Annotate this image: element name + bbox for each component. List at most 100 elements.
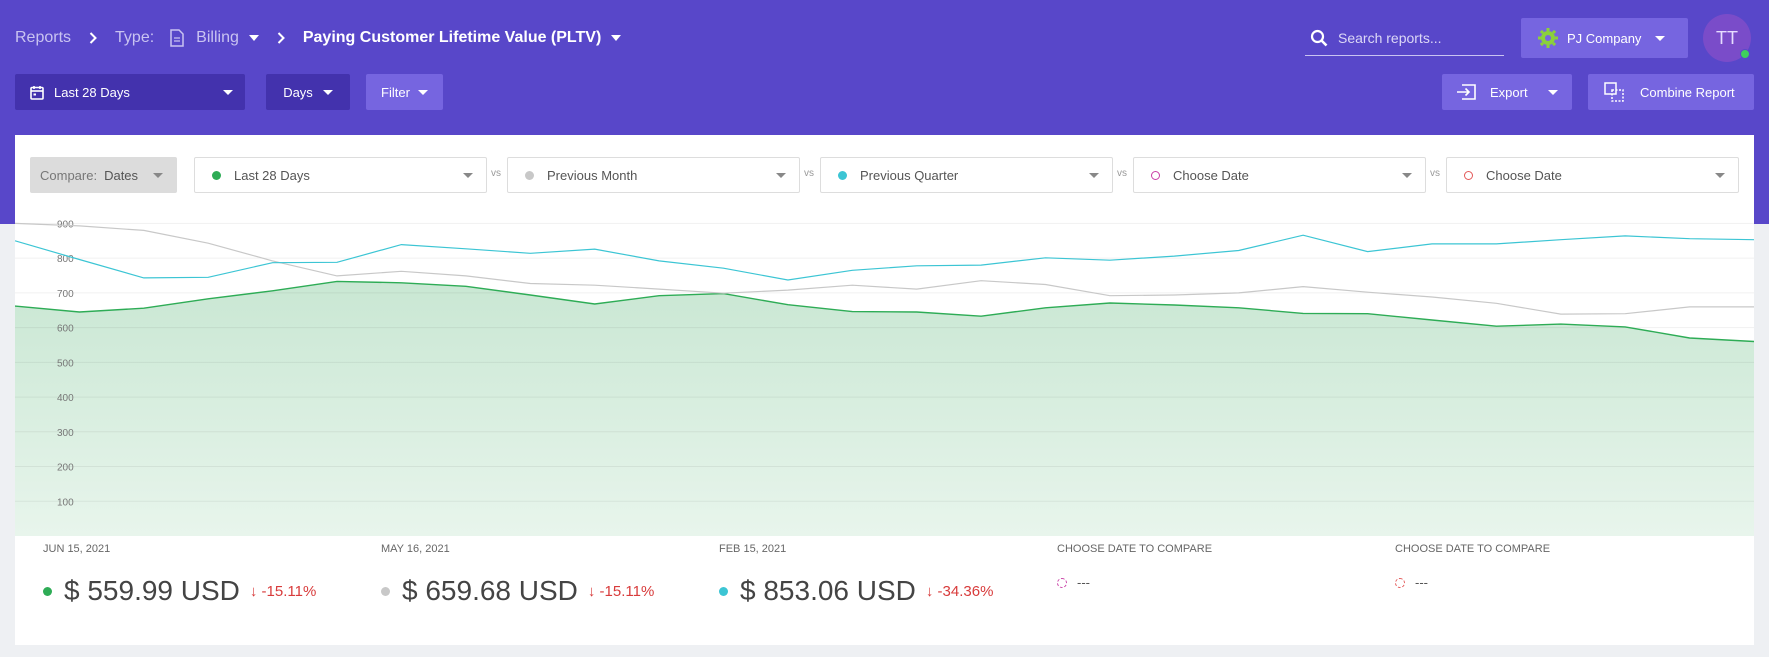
compare-row: Compare: Dates Last 28 Days vs Previous Mo… bbox=[15, 157, 1754, 193]
caret-down-icon bbox=[1089, 172, 1099, 178]
caret-down-icon bbox=[417, 89, 428, 95]
compare-period-label: Choose Date bbox=[1173, 167, 1249, 183]
combine-icon bbox=[1604, 82, 1624, 102]
compare-label: Compare: bbox=[40, 167, 98, 183]
compare-period-select[interactable]: Choose Date bbox=[1446, 157, 1739, 193]
series-color-dot-icon bbox=[1395, 577, 1405, 588]
document-icon bbox=[170, 29, 184, 47]
caret-down-icon bbox=[776, 172, 786, 178]
metric-date: MAY 16, 2021 bbox=[381, 543, 450, 555]
compare-period-label: Previous Month bbox=[547, 167, 638, 183]
online-status-icon bbox=[1740, 49, 1750, 59]
y-tick-label: 100 bbox=[57, 497, 74, 508]
series-color-dot-icon bbox=[381, 586, 390, 596]
series-color-dot-icon bbox=[212, 170, 221, 180]
metric-value-row: --- bbox=[1395, 575, 1428, 590]
search-box bbox=[1305, 20, 1504, 56]
report-card: Compare: Dates Last 28 Days vs Previous Mo… bbox=[15, 135, 1754, 645]
metric-date: CHOOSE DATE TO COMPARE bbox=[1395, 543, 1551, 555]
y-tick-label: 400 bbox=[57, 393, 74, 404]
series-color-dot-icon bbox=[838, 170, 847, 180]
avatar[interactable]: TT bbox=[1703, 14, 1751, 62]
series-line bbox=[15, 222, 1754, 315]
series-line bbox=[15, 234, 1754, 281]
y-tick-label: 600 bbox=[57, 324, 74, 335]
company-logo-icon bbox=[1537, 27, 1559, 49]
export-button[interactable]: Export bbox=[1442, 74, 1572, 110]
metric-value: $ 659.68 USD bbox=[402, 575, 578, 606]
caret-down-icon bbox=[322, 89, 333, 95]
series-color-dot-icon bbox=[1057, 577, 1067, 588]
chevron-right-icon bbox=[277, 32, 285, 44]
report-title: Paying Customer Lifetime Value (PLTV) bbox=[302, 29, 602, 46]
metric-date: FEB 15, 2021 bbox=[719, 543, 787, 555]
y-tick-label: 500 bbox=[57, 358, 74, 369]
caret-down-icon bbox=[223, 89, 233, 95]
calendar-icon bbox=[30, 85, 44, 100]
metric-date: CHOOSE DATE TO COMPARE bbox=[1057, 543, 1213, 555]
combine-report-button[interactable]: Combine Report bbox=[1588, 74, 1754, 110]
compare-period-select[interactable]: Previous Quarter bbox=[820, 157, 1113, 193]
compare-period-select[interactable]: Previous Month bbox=[507, 157, 800, 193]
series-line bbox=[15, 280, 1754, 343]
export-icon bbox=[1456, 84, 1476, 100]
filter-button[interactable]: Filter bbox=[366, 74, 443, 110]
filter-label: Filter bbox=[381, 84, 410, 100]
vs-label: vs bbox=[491, 168, 501, 179]
granularity-label: Days bbox=[283, 84, 313, 100]
series-color-dot-icon bbox=[1151, 170, 1160, 180]
compare-period-label: Last 28 Days bbox=[234, 167, 310, 183]
caret-down-icon bbox=[1715, 172, 1725, 178]
search-input[interactable] bbox=[1338, 29, 1498, 46]
caret-down-icon bbox=[1402, 172, 1412, 178]
caret-down-icon bbox=[463, 172, 473, 178]
metric-value: --- bbox=[1415, 575, 1428, 590]
search-icon bbox=[1305, 29, 1328, 47]
y-tick-label: 800 bbox=[57, 254, 74, 265]
date-range-label: Last 28 Days bbox=[54, 84, 130, 100]
company-switcher[interactable]: PJ Company bbox=[1521, 18, 1688, 58]
report-selector[interactable]: Paying Customer Lifetime Value (PLTV) bbox=[302, 29, 622, 47]
metric-date: JUN 15, 2021 bbox=[43, 543, 111, 555]
series-color-dot-icon bbox=[719, 586, 728, 596]
series-color-dot-icon bbox=[525, 170, 534, 180]
caret-down-icon bbox=[153, 172, 163, 178]
vs-label: vs bbox=[1430, 168, 1440, 179]
metric-change: ↓ -15.11% bbox=[587, 582, 655, 600]
series-color-dot-icon bbox=[1464, 170, 1473, 180]
metric-value: $ 853.06 USD bbox=[740, 575, 916, 606]
y-tick-label: 300 bbox=[57, 428, 74, 439]
vs-label: vs bbox=[804, 168, 814, 179]
metric-value: --- bbox=[1077, 575, 1090, 590]
caret-down-icon bbox=[1655, 35, 1666, 41]
breadcrumb-type-label: Type: bbox=[115, 29, 155, 46]
compare-period-select[interactable]: Choose Date bbox=[1133, 157, 1426, 193]
type-selector[interactable]: Billing bbox=[170, 29, 259, 47]
metric-value: $ 559.99 USD bbox=[64, 575, 240, 606]
series-color-dot-icon bbox=[43, 586, 52, 596]
caret-down-icon bbox=[611, 35, 622, 41]
metric-value-row: $ 559.99 USD ↓ -15.11% bbox=[43, 575, 316, 607]
breadcrumb-reports-link[interactable]: Reports bbox=[15, 29, 72, 46]
metric-change: ↓ -34.36% bbox=[925, 582, 994, 600]
chevron-right-icon bbox=[89, 32, 97, 44]
y-tick-label: 200 bbox=[57, 463, 74, 474]
date-range-dropdown[interactable]: Last 28 Days bbox=[15, 74, 245, 110]
export-label: Export bbox=[1490, 84, 1528, 100]
metric-value-row: $ 853.06 USD ↓ -34.36% bbox=[719, 575, 993, 607]
compare-period-select[interactable]: Last 28 Days bbox=[194, 157, 487, 193]
caret-down-icon bbox=[248, 35, 259, 41]
metric-change: ↓ -15.11% bbox=[249, 582, 317, 600]
compare-mode-value: Dates bbox=[104, 167, 139, 183]
metric-value-row: $ 659.68 USD ↓ -15.11% bbox=[381, 575, 654, 607]
series-area bbox=[15, 281, 1754, 536]
breadcrumb: Reports Type: Billing Paying Customer Li… bbox=[15, 25, 622, 51]
combine-label: Combine Report bbox=[1640, 84, 1735, 100]
compare-period-label: Previous Quarter bbox=[860, 167, 959, 183]
compare-mode-dropdown[interactable]: Compare: Dates bbox=[30, 157, 177, 193]
company-name: PJ Company bbox=[1567, 30, 1642, 46]
compare-period-label: Choose Date bbox=[1486, 167, 1562, 183]
granularity-dropdown[interactable]: Days bbox=[266, 74, 350, 110]
avatar-initials: TT bbox=[1716, 27, 1738, 48]
